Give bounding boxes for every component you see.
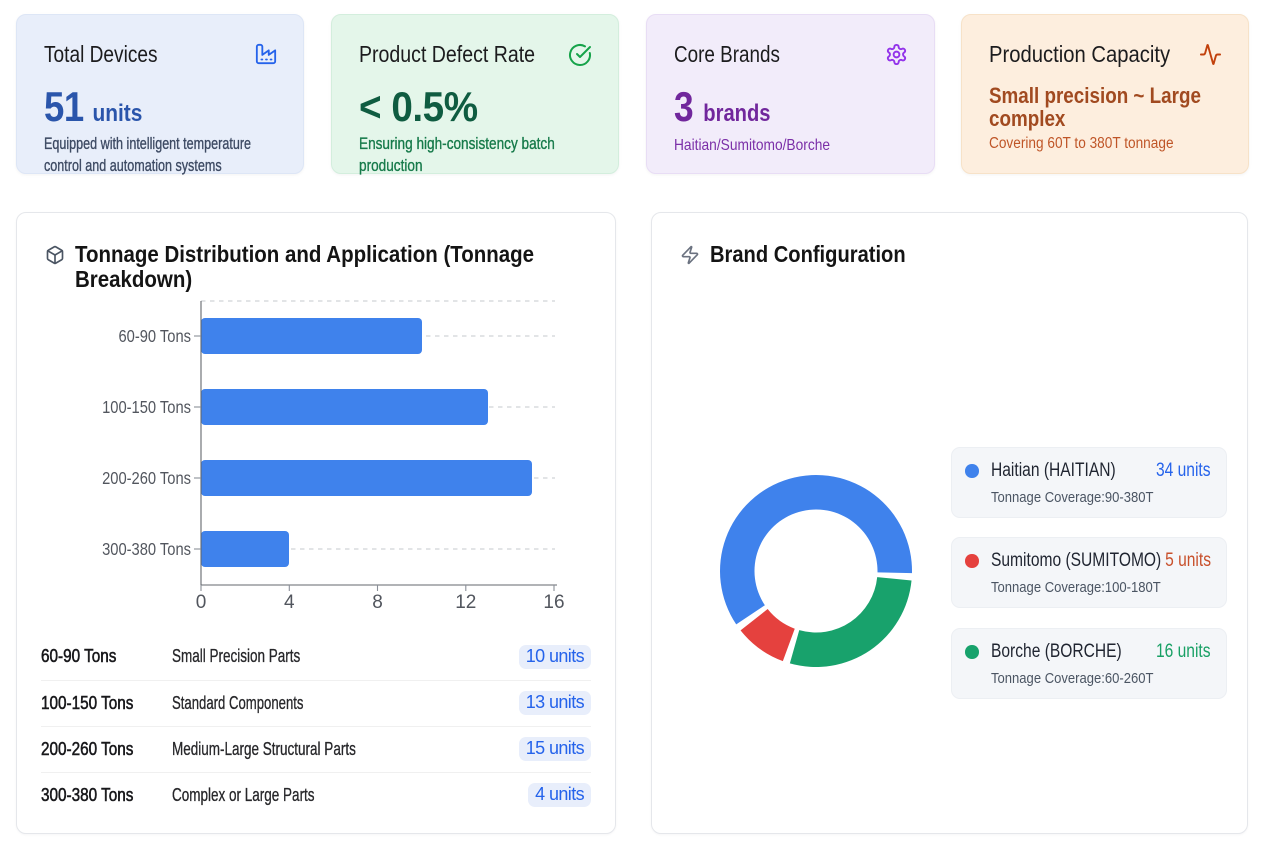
- svg-text:12: 12: [455, 592, 476, 613]
- svg-text:16: 16: [543, 592, 564, 613]
- svg-text:0: 0: [196, 592, 207, 613]
- svg-text:100-150 Tons: 100-150 Tons: [102, 397, 191, 417]
- svg-text:60-90 Tons: 60-90 Tons: [119, 326, 192, 346]
- svg-text:4: 4: [284, 592, 295, 613]
- svg-text:300-380 Tons: 300-380 Tons: [102, 539, 191, 559]
- svg-text:8: 8: [372, 592, 383, 613]
- svg-text:200-260 Tons: 200-260 Tons: [102, 468, 191, 488]
